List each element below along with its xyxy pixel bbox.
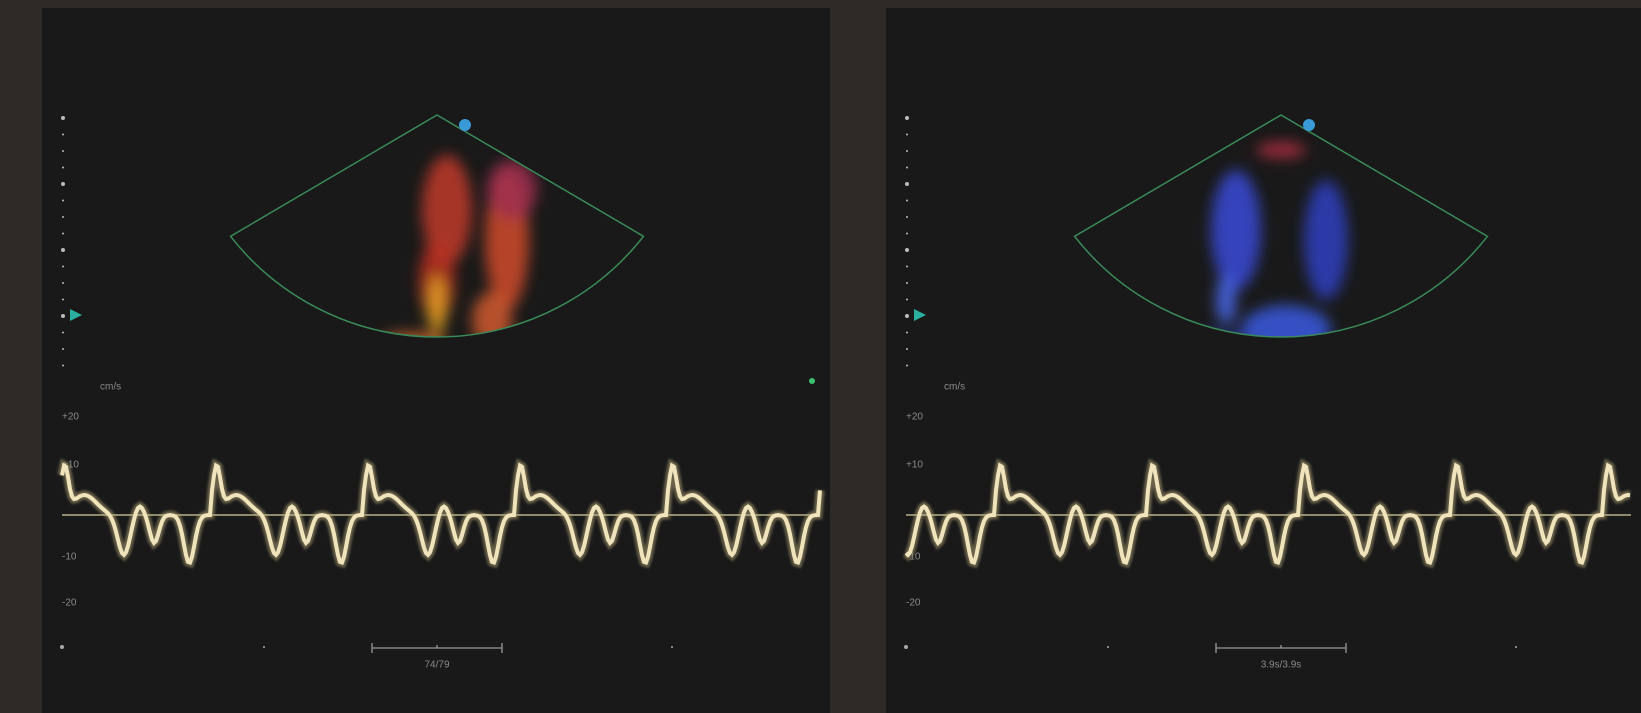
velocity-tick-label: -10: [906, 552, 921, 563]
time-dot: [1107, 646, 1109, 648]
depth-dot: [62, 166, 64, 169]
sector-outline: [1073, 114, 1489, 338]
depth-dot: [906, 282, 908, 284]
ultrasound-panel: cm/s +20 +10 -10 -20 3.9s/3.9s: [886, 8, 1641, 713]
time-dot: [1515, 646, 1517, 648]
scale-bar: [1215, 643, 1347, 653]
time-dot: [904, 645, 908, 649]
focus-marker: [70, 309, 82, 321]
velocity-tick-label: +10: [906, 460, 923, 471]
depth-dot: [906, 166, 908, 169]
orientation-marker: [459, 119, 471, 131]
ultrasound-panel: cm/s +20 +10 -10 -20 74/79: [42, 8, 830, 713]
doppler-trace: [60, 462, 822, 566]
doppler-blob: [1216, 275, 1236, 325]
depth-dot: [62, 199, 64, 202]
unit-label: cm/s: [944, 382, 965, 393]
depth-dot: [62, 298, 64, 301]
scale-bar-label: 74/79: [424, 660, 449, 671]
depth-dot: [906, 199, 908, 202]
depth-dot: [906, 331, 908, 334]
depth-dot: [906, 298, 908, 301]
depth-dot: [906, 232, 908, 235]
depth-dot: [62, 348, 64, 350]
depth-dot: [906, 216, 908, 218]
depth-dot: [906, 265, 908, 268]
doppler-blob: [487, 160, 537, 220]
depth-dot: [61, 116, 65, 120]
doppler-blob: [1241, 305, 1331, 337]
depth-dot: [62, 282, 64, 284]
depth-dot: [905, 248, 909, 252]
velocity-tick-label: -10: [62, 552, 77, 563]
depth-dot: [61, 314, 65, 318]
depth-dot: [62, 150, 64, 152]
depth-dot: [61, 182, 65, 186]
depth-dot: [62, 265, 64, 268]
doppler-blob: [1256, 142, 1306, 158]
focus-marker: [914, 309, 926, 321]
sector-outline: [229, 114, 645, 338]
depth-dot: [62, 216, 64, 218]
depth-dot: [906, 348, 908, 350]
depth-dot: [62, 232, 64, 235]
doppler-blob: [1304, 180, 1348, 300]
depth-dot: [61, 248, 65, 252]
velocity-tick-label: -20: [906, 598, 921, 609]
doppler-blob: [1211, 170, 1261, 290]
depth-dot: [906, 364, 908, 367]
velocity-tick-label: -20: [62, 598, 77, 609]
orientation-marker: [1303, 119, 1315, 131]
velocity-tick-label: +20: [62, 412, 79, 423]
time-dot: [60, 645, 64, 649]
doppler-blob: [422, 155, 472, 265]
depth-dot: [905, 182, 909, 186]
depth-dot: [905, 314, 909, 318]
panel-background: [886, 8, 1641, 713]
doppler-trace: [904, 462, 1631, 566]
depth-dot: [906, 150, 908, 152]
scale-bar-label: 3.9s/3.9s: [1261, 660, 1302, 671]
depth-dot: [62, 133, 64, 136]
unit-label: cm/s: [100, 382, 121, 393]
color-doppler-image: [1181, 142, 1348, 337]
depth-dot: [905, 116, 909, 120]
panel-background: [42, 8, 830, 713]
depth-dot: [62, 331, 64, 334]
velocity-tick-label: +10: [62, 460, 79, 471]
ecg-dot: [809, 378, 815, 384]
doppler-blob: [427, 275, 447, 335]
depth-dot: [62, 364, 64, 367]
time-dot: [263, 646, 265, 648]
depth-dot: [906, 133, 908, 136]
scale-bar: [371, 643, 503, 653]
time-dot: [671, 646, 673, 648]
velocity-tick-label: +20: [906, 412, 923, 423]
